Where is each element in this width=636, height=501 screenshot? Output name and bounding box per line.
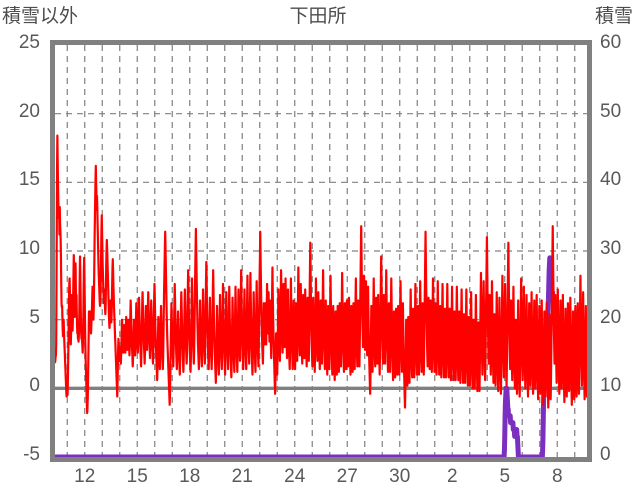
right-axis-tick: 40: [600, 169, 622, 191]
left-axis-tick: 20: [18, 100, 40, 122]
left-axis-tick: 5: [29, 306, 40, 328]
right-axis-tick: 20: [600, 306, 622, 328]
right-axis-title: 積雪: [594, 6, 633, 27]
left-axis-tick: 15: [18, 169, 40, 191]
left-axis-tick: 25: [18, 32, 40, 53]
x-axis-tick: 8: [551, 466, 563, 487]
right-axis-tick: 60: [600, 32, 622, 53]
x-axis-tick: 30: [389, 466, 411, 487]
right-axis-tick: 50: [600, 100, 622, 122]
left-axis-tick: 10: [18, 238, 40, 259]
chart-title: 下田所: [289, 6, 347, 27]
plot-area: [50, 40, 592, 462]
x-axis-tick: 15: [126, 466, 148, 487]
x-axis-tick: 21: [231, 466, 253, 487]
series-line-other: [55, 134, 587, 415]
x-axis-tick: 12: [74, 466, 96, 487]
x-axis-tick: 2: [446, 466, 458, 487]
left-axis-tick: -5: [23, 444, 40, 465]
x-axis-tick: 24: [284, 466, 306, 487]
x-axis-tick: 5: [499, 466, 511, 487]
right-axis-tick: 0: [600, 444, 611, 465]
right-axis-tick: 10: [600, 375, 622, 397]
x-axis-tick: 18: [179, 466, 201, 487]
x-axis-tick: 27: [336, 466, 358, 487]
right-axis-tick: 30: [600, 238, 622, 259]
plot-canvas: [55, 45, 587, 457]
left-axis-title: 積雪以外: [2, 6, 79, 27]
left-axis-tick: 0: [29, 375, 40, 397]
